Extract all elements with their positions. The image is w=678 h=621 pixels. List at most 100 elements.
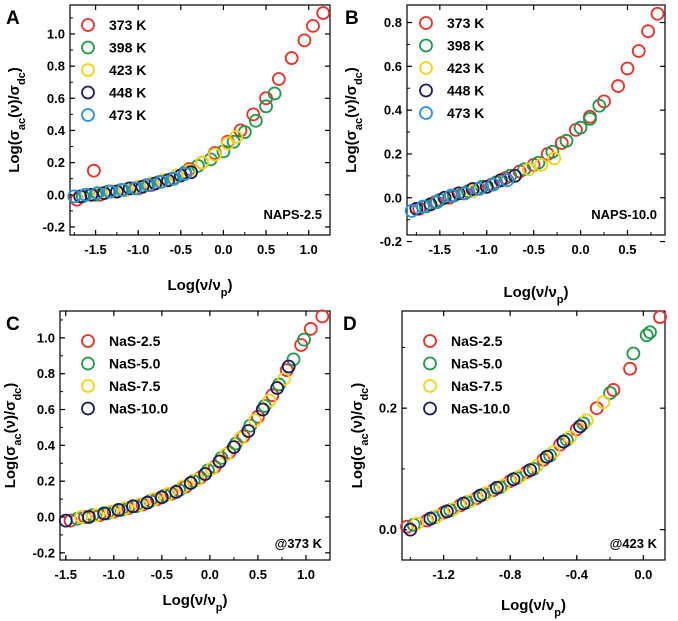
panel-b-point-398-k <box>573 120 588 135</box>
panel-c-point-nas-2-5 <box>315 309 330 324</box>
panel-b-legend-marker <box>419 106 433 120</box>
panel-a-legend-label: 398 K <box>109 40 146 56</box>
panel-a-point-473-k <box>141 178 156 193</box>
panel-b-point-473-k <box>472 182 487 196</box>
panel-b-legend-label: 473 K <box>447 105 484 121</box>
panel-b-legend-label: 423 K <box>447 60 484 76</box>
panel-a-point-398-k <box>267 86 282 101</box>
panel-c-point-nas-7-5 <box>74 510 89 524</box>
panel-c-legend-label: NaS-7.5 <box>109 378 161 394</box>
panel-d-label: D <box>343 314 357 335</box>
panel-c-point-nas-10-0 <box>97 506 112 521</box>
panel-a-annotation: NAPS-2.5 <box>263 207 322 222</box>
panel-c-point-nas-7-5 <box>104 504 118 519</box>
panel-d-legend-label: NaS-7.5 <box>451 378 503 394</box>
panel-d-y-tick-label: 0.0 <box>379 522 397 537</box>
panel-c-point-nas-10-0 <box>111 502 126 517</box>
panel-c-point-nas-10-0 <box>255 402 270 417</box>
panel-c-x-tick-label: 0.0 <box>201 567 219 582</box>
panel-b-x-tick-label: -1.0 <box>476 242 498 257</box>
panel-d-point-nas-2-5 <box>400 519 414 534</box>
panel-c-point-nas-10-0 <box>140 495 155 510</box>
panel-a-legend-label: 448 K <box>109 85 146 101</box>
panel-d-point-nas-5-0 <box>603 386 617 400</box>
panel-b-x-tick-label: -1.5 <box>429 242 451 257</box>
panel-a-legend-marker <box>81 18 95 32</box>
panel-a-point-448-k <box>135 179 150 194</box>
panel-a-point-373-k <box>86 163 101 178</box>
panel-a-point-448-k <box>148 176 163 191</box>
panel-a-point-473-k <box>115 183 130 197</box>
panel-b-point-398-k <box>545 144 560 159</box>
panel-d-legend-label: NaS-10.0 <box>451 401 510 417</box>
panel-a-point-473-k <box>167 171 181 186</box>
panel-b-point-423-k <box>522 162 536 177</box>
panel-b-annotation: NAPS-10.0 <box>591 207 657 222</box>
panel-c-label: C <box>6 314 20 335</box>
panel-a-point-448-k <box>84 187 99 202</box>
panel-d-point-nas-10-0 <box>556 434 571 449</box>
panel-a-legend-marker <box>81 85 95 100</box>
panel-d: -1.2 -0.8 -0.4 0.0 0.0 0.2 NaS-2.5 NaS-5.0 NaS-7… <box>343 310 667 619</box>
panel-d-point-nas-10-0 <box>506 472 521 487</box>
panel-a-point-423-k <box>144 176 158 191</box>
panel-c-point-nas-5-0 <box>297 332 311 347</box>
panel-d-point-nas-5-0 <box>576 416 591 431</box>
panel-b-y-tick-label: 0.8 <box>384 15 402 30</box>
panel-a-y-tick-label: 0.2 <box>47 155 65 170</box>
panel-a-point-423-k <box>131 179 146 194</box>
panel-d-point-nas-10-0 <box>573 419 588 434</box>
panel-a-point-373-k <box>284 51 299 65</box>
panel-b-x-tick-label: 0.5 <box>618 242 636 257</box>
panel-a-point-448-k <box>109 184 124 199</box>
panel-c-point-nas-10-0 <box>183 476 198 490</box>
panel-d-point-nas-5-0 <box>626 346 641 361</box>
panel-c-y-tick-label: 0.4 <box>37 438 56 453</box>
panel-b-legend-label: 398 K <box>447 38 484 54</box>
panel-d-point-nas-2-5 <box>653 310 667 324</box>
panel-a-x-axis-label: Log(ν/νp) <box>167 277 232 299</box>
panel-d-point-nas-10-0 <box>473 488 488 503</box>
panel-a-y-tick-label: 0.8 <box>47 59 65 74</box>
panel-b-legend-marker <box>419 83 433 98</box>
panel-b-legend-label: 373 K <box>447 15 484 31</box>
panel-b-point-448-k <box>507 168 522 183</box>
panel-b-label: B <box>345 8 359 29</box>
panel-b-point-448-k <box>465 182 480 196</box>
panel-c-y-tick-label: 1.0 <box>37 330 55 345</box>
panel-b-point-473-k <box>430 195 444 210</box>
panel-a-point-398-k <box>216 144 231 159</box>
panel-d-legend-marker <box>423 334 437 348</box>
panel-c-legend-label: NaS-2.5 <box>109 333 161 349</box>
panel-b-point-373-k <box>631 44 646 58</box>
panel-a-y-tick-label: 0.4 <box>47 123 66 138</box>
panel-a-point-423-k <box>229 129 244 144</box>
panel-a-plot-frame <box>69 4 331 236</box>
panel-c-legend-marker <box>81 401 95 416</box>
panel-d-legend-marker <box>423 401 437 416</box>
panel-c-legend-marker <box>81 356 95 371</box>
panel-a-y-tick-label: 0.0 <box>47 187 65 202</box>
panel-a-y-axis-label: Log(σac(ν)/σdc) <box>6 67 28 173</box>
panel-b-point-398-k <box>559 133 574 148</box>
panel-a-y-tick-label: -0.2 <box>43 219 65 234</box>
panel-a-legend-label: 423 K <box>109 62 146 78</box>
panel-a-point-473-k <box>178 166 192 181</box>
panel-d-y-tick-label: 0.2 <box>379 401 397 416</box>
panel-c-point-nas-7-5 <box>118 501 133 515</box>
panel-d-point-nas-10-0 <box>539 449 554 464</box>
panel-d-legend-marker <box>423 356 437 371</box>
panel-b-y-axis-label: Log(σac(ν)/σdc) <box>343 67 365 173</box>
panel-a-point-423-k <box>220 136 235 151</box>
panel-d-point-nas-10-0 <box>523 463 538 478</box>
panel-d-y-axis-label: Log(σac(ν)/σdc) <box>349 383 371 489</box>
panel-a-label: A <box>6 8 20 29</box>
panel-c-y-tick-label: 0.2 <box>37 474 55 489</box>
panel-c-point-nas-5-0 <box>286 352 301 367</box>
panel-d-point-nas-10-0 <box>440 504 454 519</box>
panel-c-point-nas-7-5 <box>147 492 162 506</box>
panel-c-point-nas-7-5 <box>276 372 291 386</box>
panel-b-point-473-k <box>416 199 430 214</box>
panel-c-point-nas-10-0 <box>241 424 256 438</box>
